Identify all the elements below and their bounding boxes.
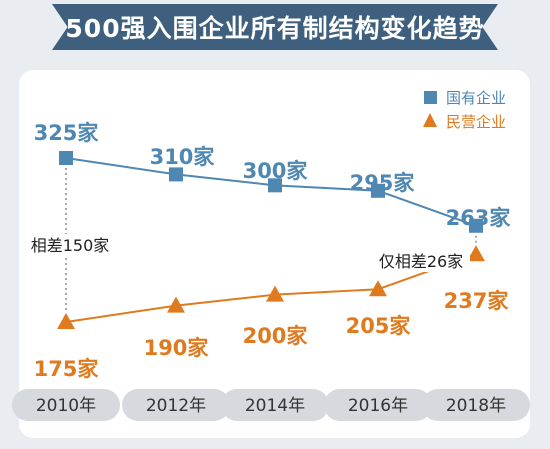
state-marker: [59, 151, 73, 165]
year-tick-label: 2012年: [146, 396, 206, 416]
state-data-label: 310家: [150, 145, 216, 169]
state-marker: [371, 183, 385, 198]
legend-private-icon: [423, 113, 437, 127]
annotation-bg-2018: [372, 250, 470, 272]
year-tick-label: 2014年: [245, 396, 305, 416]
legend-state-icon: [424, 91, 437, 104]
state-marker: [469, 218, 483, 233]
annotation-gap-2010: 相差150家: [31, 236, 110, 255]
annotation-bg-2010: [24, 234, 116, 256]
private-data-label: 200家: [243, 324, 309, 348]
private-marker: [266, 285, 284, 302]
year-tick-label: 2016年: [348, 396, 408, 416]
private-data-label: 190家: [144, 336, 210, 360]
year-pill: [324, 389, 432, 421]
state-data-label: 300家: [243, 159, 309, 183]
state-marker: [268, 178, 282, 193]
title-banner: 500强入围企业所有制结构变化趋势: [52, 4, 498, 50]
legend-private-label: 民营企业: [446, 113, 506, 131]
year-pill: [12, 389, 120, 421]
annotation-gap-2018: 仅相差26家: [379, 252, 463, 271]
private-data-label: 205家: [346, 314, 412, 338]
year-tick-label: 2010年: [36, 396, 96, 416]
state-data-label: 325家: [34, 121, 100, 145]
year-pill: [422, 389, 530, 421]
private-data-label: 237家: [444, 289, 510, 313]
private-marker: [369, 280, 387, 297]
private-marker: [57, 313, 75, 329]
chart-title: 500强入围企业所有制结构变化趋势: [65, 14, 485, 43]
private-marker: [167, 296, 185, 313]
state-data-label: 263家: [446, 206, 512, 230]
private-marker: [467, 245, 485, 262]
year-pill: [221, 389, 329, 421]
year-pill: [122, 389, 230, 421]
state-marker: [169, 167, 183, 182]
private-data-label: 175家: [34, 357, 100, 381]
state-data-label: 295家: [350, 171, 416, 195]
legend-state-label: 国有企业: [446, 89, 506, 107]
year-tick-label: 2018年: [446, 396, 506, 416]
